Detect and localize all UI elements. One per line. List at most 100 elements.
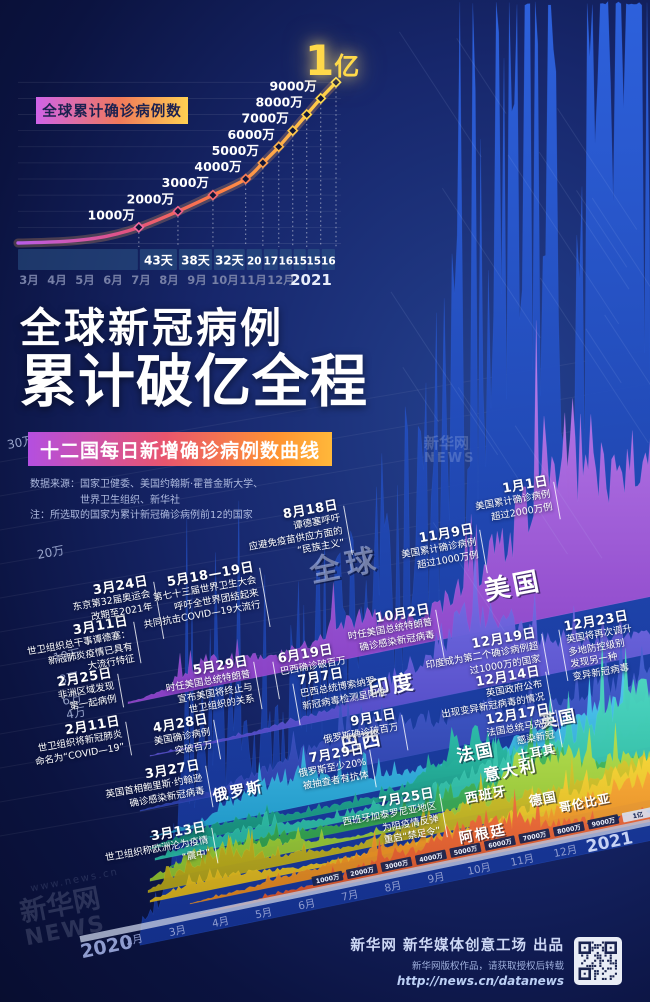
top-axis-month: 12月 xyxy=(267,273,295,287)
top-chart-title-badge: 全球累计确诊病例数 xyxy=(36,97,188,124)
milestone-100m-number: 1 xyxy=(305,36,335,85)
series-label-shadow-土耳其: 土耳其 xyxy=(517,742,558,764)
series-label-shadow-德国: 德国 xyxy=(529,790,560,811)
day-count-label: 15 xyxy=(306,256,321,268)
top-axis-month: 4月 xyxy=(47,273,67,287)
milestone-marker xyxy=(133,221,145,234)
top-chart-title: 全球累计确诊病例数 xyxy=(42,104,182,120)
day-count-label: 32天 xyxy=(215,254,245,268)
bottom-axis-month: 2月 xyxy=(125,933,144,948)
milestone-marker xyxy=(257,157,269,169)
series-印度 xyxy=(149,550,650,757)
y-axis-label: 30万 xyxy=(6,433,35,452)
series-意大利 xyxy=(149,722,650,882)
milestone-marker xyxy=(172,205,184,217)
day-count-cell xyxy=(293,249,306,270)
day-count-cell xyxy=(213,249,245,270)
bottom-milestone-cell xyxy=(483,835,516,851)
source-note-line2: 世界卫生组织、新华社 xyxy=(80,494,180,506)
bottom-axis-month: 11月 xyxy=(509,852,535,869)
milestone-label: 2000万 xyxy=(127,191,174,206)
y-axis-label: 20万 xyxy=(36,543,65,562)
milestone-label: 8000万 xyxy=(255,95,302,110)
day-count-cell xyxy=(139,249,177,270)
top-axis-month: 3月 xyxy=(19,273,39,287)
light-streaks xyxy=(390,31,650,639)
milestone-marker xyxy=(301,108,313,121)
milestone-marker xyxy=(315,92,327,105)
milestone-label: 9000万 xyxy=(269,78,316,93)
milestone-100m-label: 1亿 xyxy=(305,36,359,85)
series-label-西班牙: 西班牙 xyxy=(464,783,508,807)
milestone-label: 4000万 xyxy=(194,159,241,174)
bottom-axis-month: 9月 xyxy=(427,871,446,886)
series-label-德国: 德国 xyxy=(528,789,559,810)
series-label-全球: 全球 xyxy=(306,542,384,590)
footer-copyright: 新华网版权作品，请获取授权后转载 xyxy=(411,961,564,972)
series-西班牙 xyxy=(147,752,650,894)
milestone-label: 6000万 xyxy=(227,127,274,142)
y-axis-label: 8万 xyxy=(58,669,80,686)
series-label-土耳其: 土耳其 xyxy=(516,741,557,763)
bottom-axis-month: 6月 xyxy=(297,897,316,912)
bottom-axis-month: 3月 xyxy=(168,924,187,939)
source-notes: 数据来源：国家卫健委、美国约翰斯·霍普金斯大学、 世界卫生组织、新华社 注：所选… xyxy=(30,477,263,524)
milestone-label: 5000万 xyxy=(212,143,259,158)
milestone-100m-unit: 亿 xyxy=(334,52,360,81)
bottom-milestone-cell xyxy=(518,828,551,844)
milestone-label: 3000万 xyxy=(162,175,209,190)
milestone-marker xyxy=(330,76,342,88)
day-count-label: 16 xyxy=(321,256,336,268)
source-note-line3: 注：所选取的国家为累计新冠确诊病例前12的国家 xyxy=(30,510,253,521)
y-axis-label: 4万 xyxy=(65,704,87,721)
bottom-milestone-cell xyxy=(414,849,447,865)
bottom-axis-month: 5月 xyxy=(254,906,273,921)
top-axis-month: 7月 xyxy=(131,273,151,287)
headline: 全球新冠病例 累计破亿全程 xyxy=(20,304,368,416)
milestone-marker xyxy=(273,141,285,153)
milestone-marker xyxy=(240,173,252,185)
bottom-milestone-cell xyxy=(345,863,378,879)
bottom-axis-month: 4月 xyxy=(211,915,230,930)
bottom-axis-month: 7月 xyxy=(340,888,359,903)
series-俄罗斯 xyxy=(149,666,650,838)
footer-producer: 新华网 新华媒体创意工场 出品 xyxy=(350,938,564,954)
bottom-axis-month: 10月 xyxy=(466,861,492,878)
headline-line1: 全球新冠病例 xyxy=(20,304,284,352)
day-count-label: 43天 xyxy=(144,254,174,268)
series-阿根廷 xyxy=(199,789,650,915)
bottom-milestone-cell xyxy=(311,870,344,887)
subtitle-text: 十二国每日新增确诊病例数曲线 xyxy=(39,439,320,462)
day-count-label: 38天 xyxy=(181,254,211,268)
day-count-label: 16 xyxy=(278,256,293,268)
footer-credits: 新华网 新华媒体创意工场 出品 新华网版权作品，请获取授权后转载 http://… xyxy=(350,934,622,988)
day-count-label: 17 xyxy=(263,256,278,268)
day-count-label: 15 xyxy=(292,256,307,268)
y-axis-label: 6万 xyxy=(61,690,83,707)
milestone-label: 1000万 xyxy=(88,207,135,222)
top-axis-month: 8月 xyxy=(159,273,179,287)
day-count-cell xyxy=(321,249,335,270)
bottom-milestone-cell xyxy=(552,821,585,837)
bottom-milestone-label: 1亿 xyxy=(632,809,645,820)
bottom-milestone-cell xyxy=(621,807,650,823)
subtitle-badge: 十二国每日新增确诊病例数曲线 xyxy=(28,432,332,466)
bottom-milestone-cell xyxy=(587,814,620,830)
series-美国 xyxy=(127,320,650,705)
top-axis-month: 11月 xyxy=(239,273,267,287)
bottom-axis-month: 12月 xyxy=(553,844,579,861)
top-axis-month: 5月 xyxy=(75,273,95,287)
bottom-axis-month: 8月 xyxy=(383,880,402,895)
day-count-cell xyxy=(279,249,292,270)
qr-code xyxy=(574,937,622,985)
day-count-cell xyxy=(263,249,278,270)
cumulative-chart: 1000万2000万3000万4000万5000万6000万7000万8000万… xyxy=(13,76,342,289)
headline-line2: 累计破亿全程 xyxy=(20,349,368,416)
day-count-cell xyxy=(307,249,320,270)
top-axis-month: 10月 xyxy=(211,273,239,287)
ridgeline-series xyxy=(127,0,650,946)
series-label-shadow-西班牙: 西班牙 xyxy=(465,784,509,808)
